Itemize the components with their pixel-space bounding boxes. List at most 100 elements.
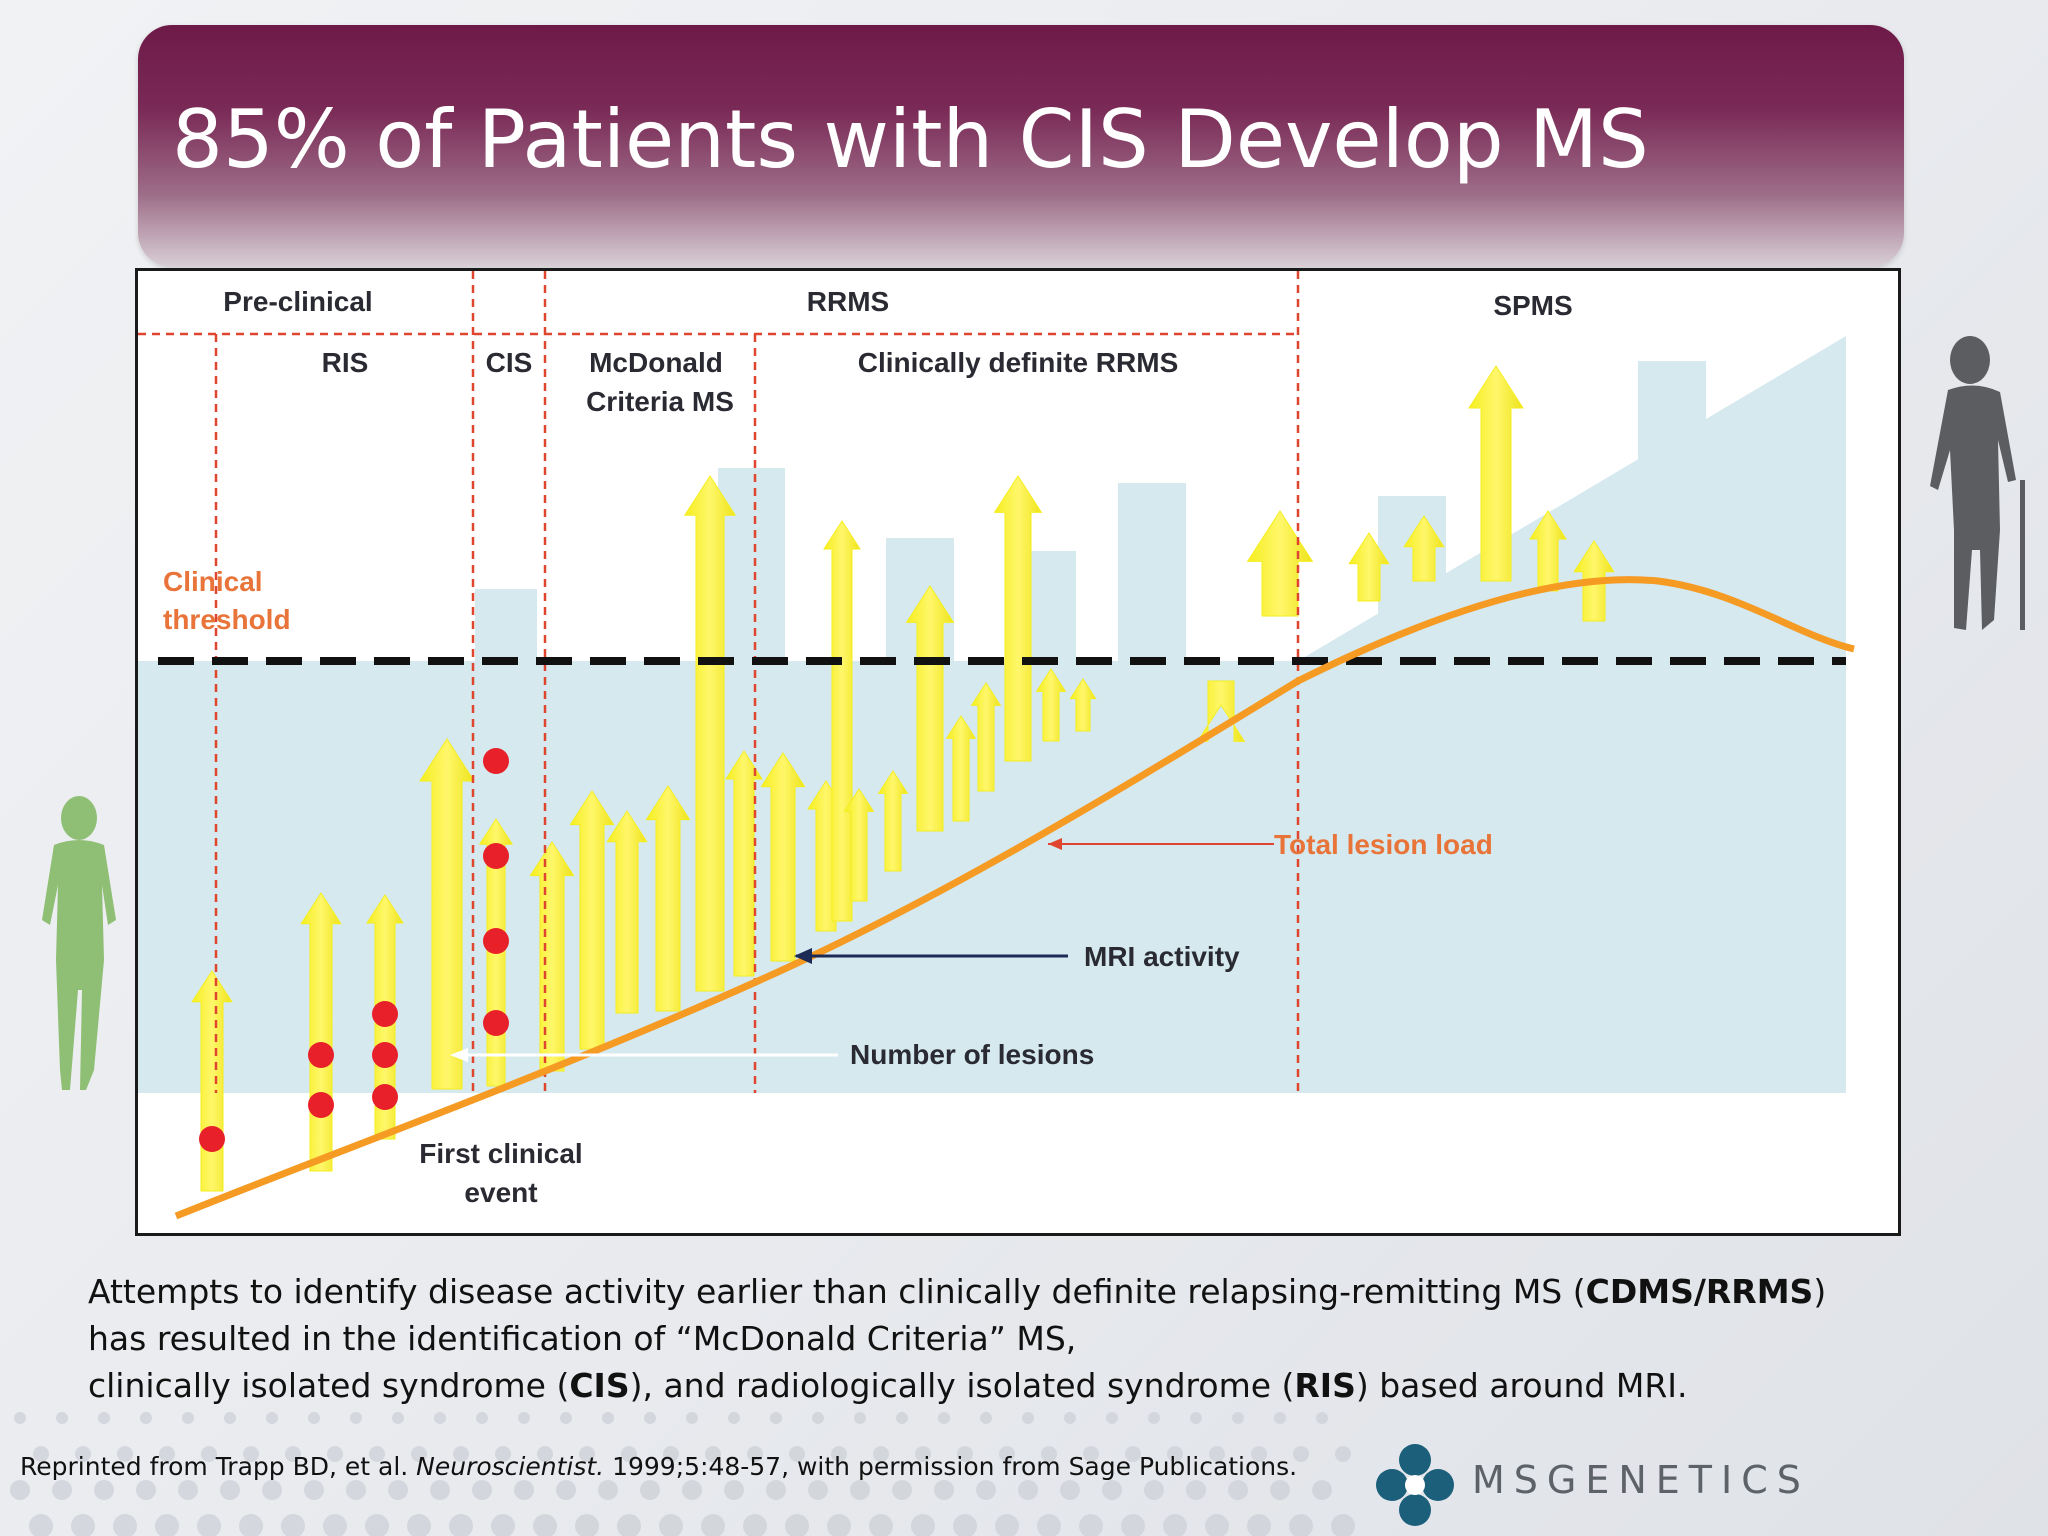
lesion-arrow <box>1246 510 1314 617</box>
lesion-arrow <box>725 750 763 977</box>
background-dot <box>388 1480 408 1500</box>
subphase-label-mcdonald-1: McDonald <box>589 347 723 378</box>
background-dot <box>159 1446 175 1462</box>
phase-label-preclinical: Pre-clinical <box>223 286 372 317</box>
background-dot <box>1018 1480 1038 1500</box>
background-dot <box>1335 1446 1351 1462</box>
lesion-dot <box>483 843 509 869</box>
lesion-load-pointer-head <box>1048 838 1062 850</box>
ms-progression-diagram: Pre-clinical RRMS SPMS RIS CIS McDonald … <box>135 268 1901 1236</box>
background-dot <box>140 1412 152 1424</box>
background-dot <box>201 1446 217 1462</box>
citation-suffix: 1999;5:48-57, with permission from Sage … <box>604 1452 1298 1481</box>
background-dot <box>1232 1412 1244 1424</box>
background-dot <box>850 1480 870 1500</box>
background-dot <box>892 1480 912 1500</box>
background-dot <box>1037 1514 1061 1536</box>
background-dot <box>514 1480 534 1500</box>
body-line-3-text-c: ) based around MRI. <box>1355 1366 1688 1405</box>
background-dot <box>980 1412 992 1424</box>
background-dot <box>285 1446 301 1462</box>
background-dot <box>1274 1412 1286 1424</box>
background-dot <box>304 1480 324 1500</box>
label-total-lesion-load: Total lesion load <box>1274 829 1493 860</box>
lesion-dot <box>372 1042 398 1068</box>
body-line-2: has resulted in the identification of “M… <box>88 1319 1076 1358</box>
background-dot <box>831 1446 847 1462</box>
body-line-1: Attempts to identify disease activity ea… <box>88 1272 1826 1311</box>
lesion-arrow <box>945 715 977 822</box>
label-number-of-lesions: Number of lesions <box>850 1039 1094 1070</box>
background-dot <box>1167 1446 1183 1462</box>
background-dot <box>1083 1446 1099 1462</box>
background-dot <box>1106 1412 1118 1424</box>
background-dot <box>1125 1446 1141 1462</box>
lesion-arrow <box>760 752 806 962</box>
phase-label-rrms: RRMS <box>807 286 889 317</box>
background-dot <box>407 1514 431 1536</box>
background-dot <box>392 1412 404 1424</box>
background-dot <box>182 1412 194 1424</box>
background-dot <box>476 1412 488 1424</box>
background-dot <box>1293 1446 1309 1462</box>
body-line-3-bold-ris: RIS <box>1294 1366 1356 1405</box>
lesion-arrow <box>877 770 909 872</box>
background-dot <box>1186 1480 1206 1500</box>
background-dot <box>934 1480 954 1500</box>
background-dot <box>350 1412 362 1424</box>
background-dot <box>644 1412 656 1424</box>
background-dot <box>617 1514 641 1536</box>
background-dot <box>220 1480 240 1500</box>
background-dot <box>873 1446 889 1462</box>
lesion-dot <box>483 748 509 774</box>
label-first-clinical-event-1: First clinical <box>419 1138 582 1169</box>
background-dot <box>556 1480 576 1500</box>
background-dot <box>327 1446 343 1462</box>
lesion-arrow <box>1468 365 1524 582</box>
lesion-arrow <box>1348 532 1390 602</box>
label-mri-activity: MRI activity <box>1084 941 1240 972</box>
lesion-arrow <box>1035 668 1067 742</box>
lesion-dot <box>199 1126 225 1152</box>
logo-text: MSGENETICS <box>1472 1458 1810 1502</box>
background-dot <box>1064 1412 1076 1424</box>
background-dot <box>827 1514 851 1536</box>
background-dot <box>869 1514 893 1536</box>
background-dot <box>453 1446 469 1462</box>
background-dot <box>155 1514 179 1536</box>
body-line-1-bold: CDMS/RRMS <box>1585 1272 1814 1311</box>
citation: Reprinted from Trapp BD, et al. Neurosci… <box>20 1452 1297 1481</box>
lesion-arrow <box>1403 515 1445 582</box>
background-dot <box>365 1514 389 1536</box>
background-dot <box>1289 1514 1313 1536</box>
background-dot <box>812 1412 824 1424</box>
background-dot <box>10 1480 30 1500</box>
background-dot <box>1205 1514 1229 1536</box>
background-dot <box>1079 1514 1103 1536</box>
lesion-dots <box>199 748 509 1152</box>
label-first-clinical-event-2: event <box>464 1177 537 1208</box>
background-dot <box>915 1446 931 1462</box>
elderly-person-cane-icon <box>1930 336 2025 630</box>
background-dot <box>491 1514 515 1536</box>
lesion-arrow <box>905 585 955 832</box>
background-dot <box>537 1446 553 1462</box>
lesion-arrow <box>606 810 648 1014</box>
background-dot <box>1228 1480 1248 1500</box>
lesion-dot <box>483 928 509 954</box>
background-dot <box>224 1412 236 1424</box>
lesion-arrow <box>683 475 737 992</box>
msgenetics-logo-icon <box>1376 1444 1454 1526</box>
background-dot <box>71 1514 95 1536</box>
label-clinical-threshold-2: threshold <box>163 604 291 635</box>
woman-silhouette-icon <box>42 796 116 1090</box>
background-dot <box>94 1480 114 1500</box>
lesion-dot <box>372 1001 398 1027</box>
background-dot <box>262 1480 282 1500</box>
background-dot <box>953 1514 977 1536</box>
background-dot <box>938 1412 950 1424</box>
background-dot <box>579 1446 595 1462</box>
body-line-3: clinically isolated syndrome (CIS), and … <box>88 1366 1687 1405</box>
background-dot <box>598 1480 618 1500</box>
body-line-2-text: has resulted in the identification of “M… <box>88 1319 1077 1358</box>
